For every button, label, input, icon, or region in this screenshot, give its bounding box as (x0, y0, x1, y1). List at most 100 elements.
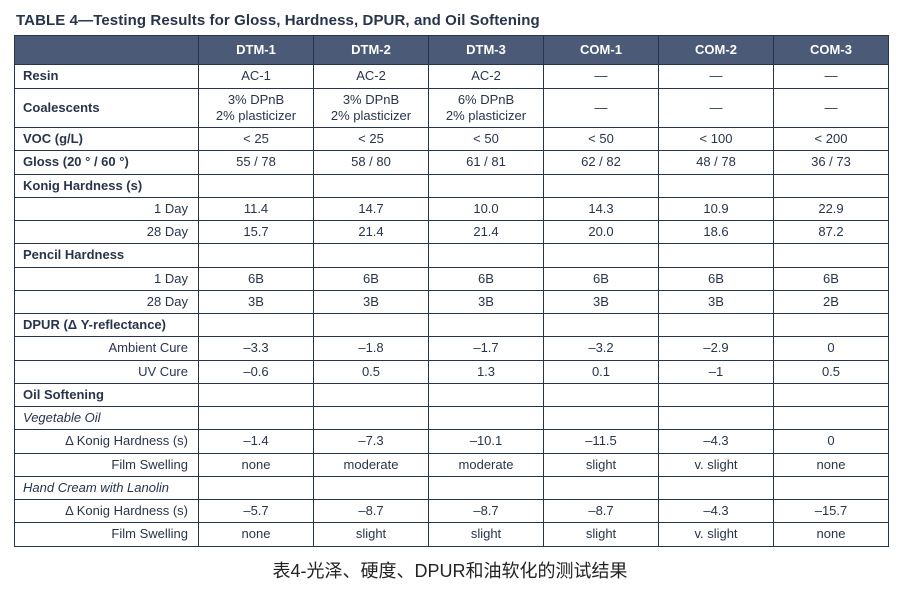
cell (314, 244, 429, 267)
cell: –5.7 (199, 500, 314, 523)
cell (314, 476, 429, 499)
cell: 61 / 81 (429, 151, 544, 174)
cell: moderate (429, 453, 544, 476)
row-cream-header: Hand Cream with Lanolin (15, 476, 889, 499)
row-coalescents: Coalescents 3% DPnB2% plasticizer 3% DPn… (15, 88, 889, 128)
cell: –10.1 (429, 430, 544, 453)
cell: 2B (774, 290, 889, 313)
cell: v. slight (659, 453, 774, 476)
cell: — (659, 65, 774, 88)
cell: 15.7 (199, 221, 314, 244)
col-header: DTM-3 (429, 36, 544, 65)
cell: none (199, 453, 314, 476)
row-label: Resin (15, 65, 199, 88)
header-blank (15, 36, 199, 65)
cell (659, 476, 774, 499)
cell: –1 (659, 360, 774, 383)
cell: 0 (774, 337, 889, 360)
cell (199, 407, 314, 430)
cell: — (544, 65, 659, 88)
cell (199, 314, 314, 337)
cell (544, 174, 659, 197)
cell (314, 174, 429, 197)
row-sublabel: 1 Day (15, 267, 199, 290)
row-label: VOC (g/L) (15, 128, 199, 151)
cell (429, 314, 544, 337)
row-pencil-d1: 1 Day 6B 6B 6B 6B 6B 6B (15, 267, 889, 290)
row-dpur-header: DPUR (Δ Y-reflectance) (15, 314, 889, 337)
cell: none (774, 453, 889, 476)
cell: 21.4 (314, 221, 429, 244)
line2: 2% plasticizer (331, 108, 411, 123)
cell: 87.2 (774, 221, 889, 244)
cell: slight (429, 523, 544, 546)
row-cream-dkonig: Δ Konig Hardness (s) –5.7 –8.7 –8.7 –8.7… (15, 500, 889, 523)
row-sublabel: 1 Day (15, 197, 199, 220)
cell: 3B (314, 290, 429, 313)
cell (774, 476, 889, 499)
cell: < 200 (774, 128, 889, 151)
cell (314, 407, 429, 430)
cell (199, 244, 314, 267)
cell: slight (314, 523, 429, 546)
row-konig-d1: 1 Day 11.4 14.7 10.0 14.3 10.9 22.9 (15, 197, 889, 220)
cell: –4.3 (659, 500, 774, 523)
row-veg-film: Film Swelling none moderate moderate sli… (15, 453, 889, 476)
cell (199, 476, 314, 499)
cell: 6B (659, 267, 774, 290)
cell: < 25 (199, 128, 314, 151)
cell: 3% DPnB2% plasticizer (199, 88, 314, 128)
cell: 10.9 (659, 197, 774, 220)
line2: 2% plasticizer (446, 108, 526, 123)
cell: < 100 (659, 128, 774, 151)
row-dpur-ambient: Ambient Cure –3.3 –1.8 –1.7 –3.2 –2.9 0 (15, 337, 889, 360)
row-gloss: Gloss (20 ° / 60 °) 55 / 78 58 / 80 61 /… (15, 151, 889, 174)
cell: 0.5 (774, 360, 889, 383)
col-header: COM-3 (774, 36, 889, 65)
row-konig-d28: 28 Day 15.7 21.4 21.4 20.0 18.6 87.2 (15, 221, 889, 244)
cell (544, 383, 659, 406)
cell: –15.7 (774, 500, 889, 523)
row-dpur-uv: UV Cure –0.6 0.5 1.3 0.1 –1 0.5 (15, 360, 889, 383)
cell: 48 / 78 (659, 151, 774, 174)
cell: 0 (774, 430, 889, 453)
cell: 58 / 80 (314, 151, 429, 174)
cell: — (774, 65, 889, 88)
row-oil-header: Oil Softening (15, 383, 889, 406)
cell: 10.0 (429, 197, 544, 220)
cell: < 50 (429, 128, 544, 151)
cell: –3.3 (199, 337, 314, 360)
cell (429, 476, 544, 499)
cell (429, 407, 544, 430)
cell: –4.3 (659, 430, 774, 453)
table-title: TABLE 4—Testing Results for Gloss, Hardn… (16, 12, 886, 29)
row-pencil-header: Pencil Hardness (15, 244, 889, 267)
cell (774, 174, 889, 197)
cell: –0.6 (199, 360, 314, 383)
cell: –8.7 (429, 500, 544, 523)
row-sublabel: 28 Day (15, 290, 199, 313)
col-header: DTM-2 (314, 36, 429, 65)
cell: — (544, 88, 659, 128)
row-sublabel: Ambient Cure (15, 337, 199, 360)
cell: –1.8 (314, 337, 429, 360)
cell: –1.7 (429, 337, 544, 360)
cell (659, 407, 774, 430)
cell: 6B (199, 267, 314, 290)
cell: 18.6 (659, 221, 774, 244)
row-veg-dkonig: Δ Konig Hardness (s) –1.4 –7.3 –10.1 –11… (15, 430, 889, 453)
cell: 3B (199, 290, 314, 313)
table-body: Resin AC-1 AC-2 AC-2 — — — Coalescents 3… (15, 65, 889, 546)
section-label: Konig Hardness (s) (15, 174, 199, 197)
cell: –8.7 (314, 500, 429, 523)
row-konig-header: Konig Hardness (s) (15, 174, 889, 197)
row-sublabel: 28 Day (15, 221, 199, 244)
cell: 0.5 (314, 360, 429, 383)
cell (659, 314, 774, 337)
cell: 20.0 (544, 221, 659, 244)
results-table: DTM-1 DTM-2 DTM-3 COM-1 COM-2 COM-3 Resi… (14, 35, 889, 547)
cell: moderate (314, 453, 429, 476)
cell: — (659, 88, 774, 128)
cell: none (774, 523, 889, 546)
cell (544, 476, 659, 499)
